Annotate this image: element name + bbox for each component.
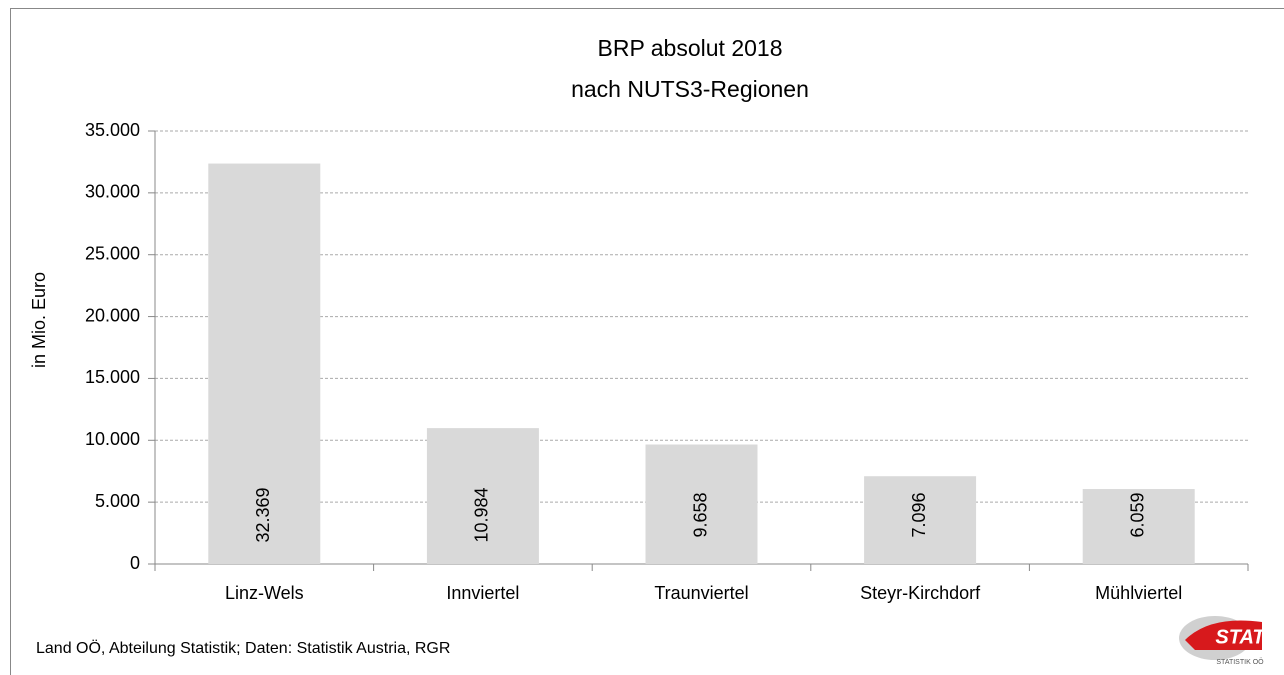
y-axis-label: in Mio. Euro [29, 272, 49, 368]
value-label: 9.658 [690, 492, 710, 537]
x-tick-label: Mühlviertel [1095, 583, 1182, 603]
bar [645, 444, 758, 564]
y-tick-label: 10.000 [85, 429, 140, 449]
x-tick-label: Steyr-Kirchdorf [860, 583, 981, 603]
value-label: 10.984 [472, 487, 492, 542]
x-tick-label: Innviertel [446, 583, 519, 603]
bar [864, 476, 977, 564]
logo-shape [1185, 620, 1262, 650]
x-tick-label: Linz-Wels [225, 583, 304, 603]
logo-subtext: STATISTIK OÖ [1216, 658, 1264, 666]
y-tick-label: 35.000 [85, 120, 140, 140]
bar [208, 163, 321, 564]
y-tick-label: 20.000 [85, 305, 140, 325]
source-note: Land OÖ, Abteilung Statistik; Daten: Sta… [36, 639, 450, 657]
y-tick-label: 25.000 [85, 243, 140, 263]
x-tick-label: Traunviertel [654, 583, 748, 603]
logo-text: STAT [1215, 626, 1266, 648]
y-tick-label: 30.000 [85, 182, 140, 202]
bar [426, 428, 539, 564]
y-tick-label: 0 [130, 553, 140, 573]
y-tick-label: 5.000 [95, 491, 140, 511]
logo: STAT STATISTIK OÖ [1179, 616, 1266, 666]
value-label: 6.059 [1127, 492, 1147, 537]
chart-frame [10, 8, 1284, 675]
chart-subtitle: nach NUTS3-Regionen [571, 76, 809, 102]
value-label: 32.369 [253, 487, 273, 542]
chart-title: BRP absolut 2018 [598, 35, 783, 61]
y-tick-label: 15.000 [85, 367, 140, 387]
value-label: 7.096 [909, 492, 929, 537]
bar [1082, 489, 1195, 564]
